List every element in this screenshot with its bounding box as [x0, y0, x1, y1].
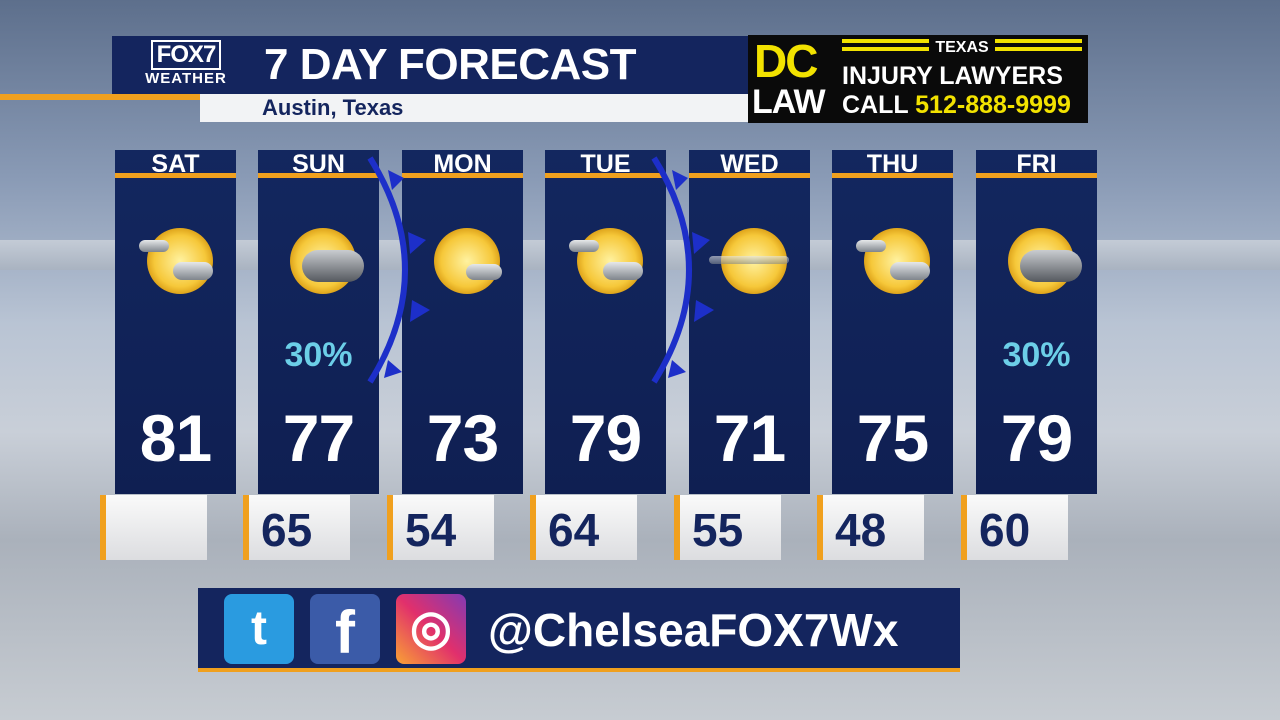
day-label: FRI — [976, 150, 1097, 178]
mostly-sunny-icon — [422, 228, 502, 300]
day-label: SUN — [258, 150, 379, 178]
ad-phone: 512-888-9999 — [915, 91, 1071, 119]
social-handle: @ChelseaFOX7Wx — [488, 604, 899, 656]
low-temp: 55 — [674, 495, 781, 560]
day-label: SAT — [115, 150, 236, 178]
accent-line — [0, 94, 200, 100]
day-column-thu: THU 75 — [832, 150, 953, 494]
partly-cloudy-icon — [135, 228, 215, 300]
location-label: Austin, Texas — [200, 94, 748, 122]
ad-law: LAW — [752, 83, 826, 121]
social-bar: t f ◎ @ChelseaFOX7Wx — [198, 588, 960, 672]
logo-fox7: FOX7 — [150, 40, 222, 70]
logo-weather: WEATHER — [145, 70, 227, 87]
fox7-weather-logo: FOX7 WEATHER — [132, 40, 240, 90]
high-temp: 71 — [713, 401, 786, 475]
hazy-sun-icon — [709, 228, 789, 300]
high-temp: 75 — [856, 401, 929, 475]
precip-chance: 30% — [1002, 336, 1071, 374]
ad-injury-lawyers: INJURY LAWYERS — [842, 62, 1063, 90]
high-temp: 79 — [569, 401, 642, 475]
day-label: TUE — [545, 150, 666, 178]
low-temp: 48 — [817, 495, 924, 560]
low-temp: 54 — [387, 495, 494, 560]
facebook-icon[interactable]: f — [310, 594, 380, 666]
instagram-icon[interactable]: ◎ — [396, 594, 466, 664]
ad-texas-text: TEXAS — [929, 39, 995, 56]
low-temp: 64 — [530, 495, 637, 560]
high-temp: 77 — [282, 401, 355, 475]
ad-texas: TEXAS — [842, 39, 1082, 57]
rain-cloud-sun-icon — [996, 228, 1082, 300]
day-column-wed: WED 71 — [689, 150, 810, 494]
low-temp — [100, 495, 207, 560]
day-column-fri: FRI 30% 79 — [976, 150, 1097, 494]
page-title: 7 DAY FORECAST — [264, 40, 636, 89]
ad-dc: DC — [754, 35, 818, 87]
day-label: THU — [832, 150, 953, 178]
header-bar: FOX7 WEATHER 7 DAY FORECAST — [112, 36, 748, 94]
day-label: MON — [402, 150, 523, 178]
day-column-sun: SUN 30% 77 — [258, 150, 379, 494]
low-temp: 65 — [243, 495, 350, 560]
day-column-mon: MON 73 — [402, 150, 523, 494]
partly-cloudy-icon — [852, 228, 932, 300]
twitter-icon[interactable]: t — [224, 594, 294, 664]
rain-cloud-sun-icon — [278, 228, 364, 300]
ad-call: CALL 512-888-9999 — [842, 90, 1071, 120]
day-column-sat: SAT 81 — [115, 150, 236, 494]
dc-law-ad: DC LAW TEXAS INJURY LAWYERS CALL 512-888… — [748, 35, 1088, 123]
high-temp: 79 — [1000, 401, 1073, 475]
ad-call-label: CALL — [842, 91, 909, 119]
low-temp: 60 — [961, 495, 1068, 560]
high-temp: 73 — [426, 401, 499, 475]
day-label: WED — [689, 150, 810, 178]
partly-cloudy-icon — [565, 228, 645, 300]
precip-chance: 30% — [284, 336, 353, 374]
high-temp: 81 — [139, 401, 212, 475]
day-column-tue: TUE 79 — [545, 150, 666, 494]
